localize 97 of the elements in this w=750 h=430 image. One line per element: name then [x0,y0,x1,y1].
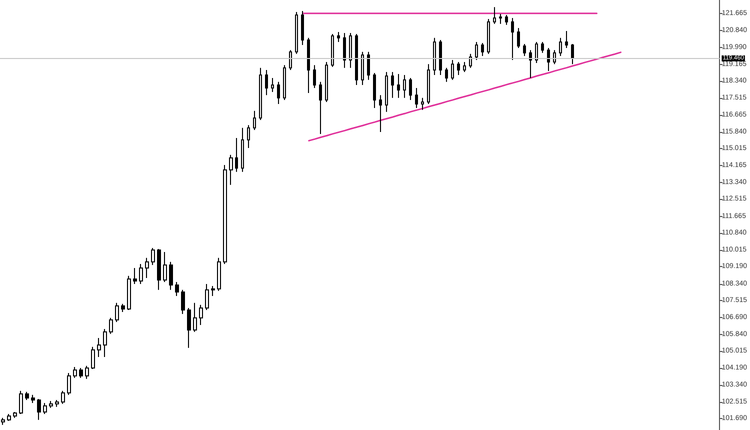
candlestick [199,304,203,326]
candlestick [541,41,544,54]
candlestick [565,30,568,49]
candlestick [571,43,574,65]
candlestick [391,71,394,98]
candlestick [235,138,238,172]
candlestick [217,257,221,292]
candlestick [301,10,304,46]
candlestick [445,67,448,82]
candlestick [229,154,233,186]
candlestick [361,51,364,86]
candlestick [421,97,424,110]
candlestick [241,127,244,172]
candlestick [127,275,131,310]
candlestick [493,6,496,24]
candlestick [133,268,137,285]
candlestick [223,164,227,264]
candlestick [337,32,340,42]
candlestick [505,14,508,26]
candlestick [403,74,406,98]
candlestick [49,400,53,408]
candlestick [511,18,514,61]
candlestick [463,62,466,72]
candlestick [139,263,143,285]
candlestick [553,50,556,65]
candlestick [115,302,119,322]
candlestick [331,34,334,68]
candlestick [103,328,107,358]
candlestick [85,365,89,380]
candlestick [205,284,209,310]
candlestick [397,74,400,98]
candlestick [7,413,11,422]
candlestick [121,303,125,313]
candlestick [169,261,173,290]
candlestick [409,78,412,100]
line-series [308,52,622,142]
candlestick [79,367,83,378]
candlestick [145,257,149,278]
candlestick [1,417,5,426]
candlestick [211,286,215,296]
candlestick [259,67,262,121]
candlestick [277,81,280,105]
candlestick [151,247,155,266]
candlestick [559,37,562,56]
candlestick [427,64,430,105]
candlestick [433,37,436,76]
candlestick [265,69,268,96]
candlestick [349,32,352,68]
candlestick [247,124,250,148]
candlestick [163,252,167,283]
candlestick [415,87,418,109]
candlestick [157,248,161,290]
candlestick [25,391,29,400]
candlestick [451,60,454,80]
candlestick [43,402,47,414]
candlestick [523,43,526,56]
candlestick [469,53,472,68]
candlestick [439,39,442,76]
candlestick [97,337,101,358]
candlestick [61,390,65,404]
candlestick [37,398,41,420]
candlestick [187,307,191,348]
candlestick [529,50,532,79]
candlestick [379,94,382,132]
candlestick [457,62,460,76]
candlestick [517,27,520,49]
candlestick [67,372,71,396]
candlestick [109,317,113,334]
candlestick [55,399,59,408]
candlestick [31,394,35,404]
candlestick [181,289,185,315]
candlestick [295,11,298,54]
candlestick [343,32,346,68]
candlestick [547,48,550,72]
candlestick [91,346,95,370]
candlestick [367,51,370,80]
candlestick [193,302,197,332]
candlestick [289,50,292,70]
candlestick [175,282,179,296]
candlestick [475,41,478,61]
candlestick [373,72,376,109]
candlestick [355,34,358,86]
candlestick [325,62,328,102]
candlestick [535,41,538,64]
candlestick [487,18,490,54]
candlestick [19,390,23,414]
candlestick [313,64,316,88]
candlestick [319,81,322,135]
candlestick [499,13,502,24]
candlestick [271,78,274,93]
candlestick [307,37,310,94]
candlestick [73,366,77,378]
candlestick [283,64,286,100]
candlestick [253,110,256,130]
candlestick [481,42,484,56]
candlestick [385,71,388,112]
candlestick [13,411,17,418]
